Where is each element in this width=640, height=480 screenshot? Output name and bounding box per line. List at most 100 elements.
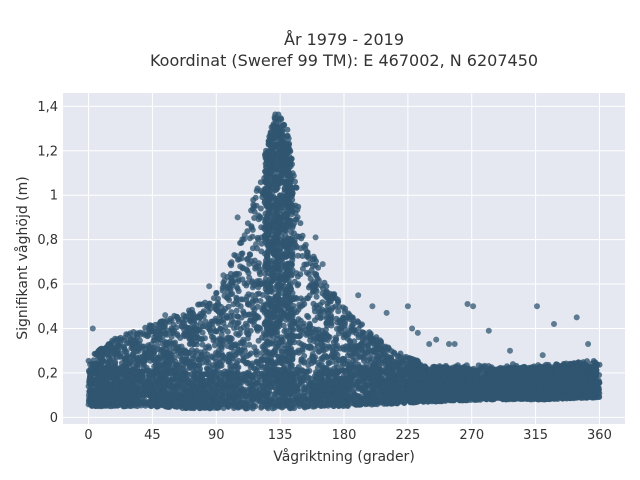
data-point xyxy=(317,311,324,318)
data-point xyxy=(254,185,261,192)
data-point xyxy=(128,358,135,365)
data-point xyxy=(257,205,264,212)
data-point xyxy=(236,330,243,337)
chart-title-line1: År 1979 - 2019 xyxy=(284,30,404,49)
data-point xyxy=(216,356,223,362)
data-point xyxy=(596,393,603,400)
data-point xyxy=(133,347,140,354)
data-point xyxy=(249,279,256,286)
data-point xyxy=(238,255,245,262)
data-point xyxy=(246,341,253,348)
data-point xyxy=(246,351,253,358)
data-point xyxy=(159,327,166,334)
data-point xyxy=(239,250,246,257)
data-point xyxy=(237,296,244,303)
data-point xyxy=(191,317,198,324)
data-point xyxy=(298,295,304,302)
data-point xyxy=(299,265,306,272)
data-point xyxy=(222,324,229,331)
data-point xyxy=(109,339,116,346)
data-point xyxy=(225,351,232,358)
data-point xyxy=(162,342,169,349)
data-point xyxy=(307,337,314,344)
data-point xyxy=(305,362,312,369)
data-point xyxy=(336,303,343,310)
data-point xyxy=(207,364,214,371)
data-point xyxy=(172,339,179,346)
data-point xyxy=(297,220,304,227)
data-point xyxy=(214,364,221,371)
data-point xyxy=(251,257,258,264)
data-point xyxy=(202,318,209,325)
data-point xyxy=(212,328,219,335)
data-point xyxy=(328,322,335,329)
data-point xyxy=(256,213,263,220)
data-point xyxy=(341,308,348,315)
data-point xyxy=(159,318,166,325)
data-point xyxy=(294,282,301,289)
data-point xyxy=(288,229,295,236)
data-point xyxy=(191,334,198,341)
data-point xyxy=(130,329,137,335)
data-point xyxy=(154,359,161,366)
data-point xyxy=(229,290,236,297)
data-point xyxy=(315,348,322,355)
data-point xyxy=(248,224,255,231)
data-point xyxy=(192,353,199,359)
data-point xyxy=(311,317,318,324)
data-point xyxy=(244,256,251,263)
data-point xyxy=(214,307,221,314)
data-point xyxy=(245,331,251,338)
data-point xyxy=(250,201,257,208)
data-point xyxy=(227,363,234,370)
data-point xyxy=(174,314,181,320)
data-point xyxy=(335,308,342,315)
data-point xyxy=(403,353,410,360)
data-point xyxy=(99,399,106,406)
data-point xyxy=(305,271,312,278)
data-point xyxy=(205,343,212,350)
data-point xyxy=(302,245,309,252)
data-point xyxy=(295,203,302,210)
data-point xyxy=(180,312,187,319)
data-point xyxy=(106,358,113,365)
data-point xyxy=(155,337,162,343)
data-point xyxy=(217,312,223,319)
data-point xyxy=(190,358,197,365)
data-point xyxy=(319,342,326,349)
data-point xyxy=(205,303,211,310)
data-point xyxy=(237,263,244,270)
data-point xyxy=(316,361,323,368)
data-point xyxy=(181,356,188,363)
data-point xyxy=(315,304,322,311)
data-point xyxy=(293,309,300,315)
data-point xyxy=(329,292,336,299)
data-point xyxy=(369,355,376,362)
data-point xyxy=(256,324,263,331)
data-point xyxy=(296,339,302,346)
data-point xyxy=(144,352,151,359)
data-point xyxy=(250,197,257,203)
data-point xyxy=(210,334,217,341)
data-point xyxy=(359,332,366,339)
data-point xyxy=(187,333,194,340)
data-point xyxy=(342,343,349,350)
data-point xyxy=(233,270,240,277)
data-point xyxy=(235,319,242,326)
data-point xyxy=(216,318,223,325)
data-point xyxy=(237,303,244,310)
data-point xyxy=(315,264,322,271)
data-point xyxy=(335,330,342,337)
data-point xyxy=(299,346,306,353)
data-point xyxy=(241,339,247,346)
data-point xyxy=(313,293,320,300)
data-point xyxy=(352,357,359,364)
data-point xyxy=(230,301,237,308)
data-point xyxy=(154,342,161,349)
data-point xyxy=(368,347,375,354)
data-point xyxy=(224,328,231,335)
data-point xyxy=(249,233,256,240)
data-point xyxy=(245,300,252,307)
data-point xyxy=(303,261,310,268)
data-point xyxy=(151,363,158,370)
